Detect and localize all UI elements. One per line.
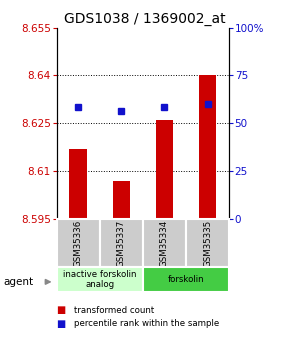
- Text: forskolin: forskolin: [168, 275, 204, 284]
- Text: GSM35334: GSM35334: [160, 220, 169, 267]
- Text: ■: ■: [57, 306, 66, 315]
- Bar: [57, 267, 143, 292]
- Text: ■: ■: [57, 319, 66, 328]
- Text: GSM35337: GSM35337: [117, 220, 126, 267]
- Bar: [143, 267, 229, 292]
- Text: transformed count: transformed count: [74, 306, 154, 315]
- Text: GSM35336: GSM35336: [74, 220, 83, 267]
- Text: percentile rank within the sample: percentile rank within the sample: [74, 319, 219, 328]
- Text: GDS1038 / 1369002_at: GDS1038 / 1369002_at: [64, 12, 226, 26]
- Bar: [70, 149, 87, 219]
- Bar: [186, 219, 229, 267]
- Text: agent: agent: [3, 277, 33, 287]
- Bar: [57, 219, 100, 267]
- Bar: [199, 76, 216, 219]
- Bar: [156, 120, 173, 219]
- Bar: [143, 219, 186, 267]
- Bar: [113, 181, 130, 219]
- Bar: [100, 219, 143, 267]
- Text: GSM35335: GSM35335: [203, 220, 212, 267]
- Text: inactive forskolin
analog: inactive forskolin analog: [63, 270, 136, 289]
